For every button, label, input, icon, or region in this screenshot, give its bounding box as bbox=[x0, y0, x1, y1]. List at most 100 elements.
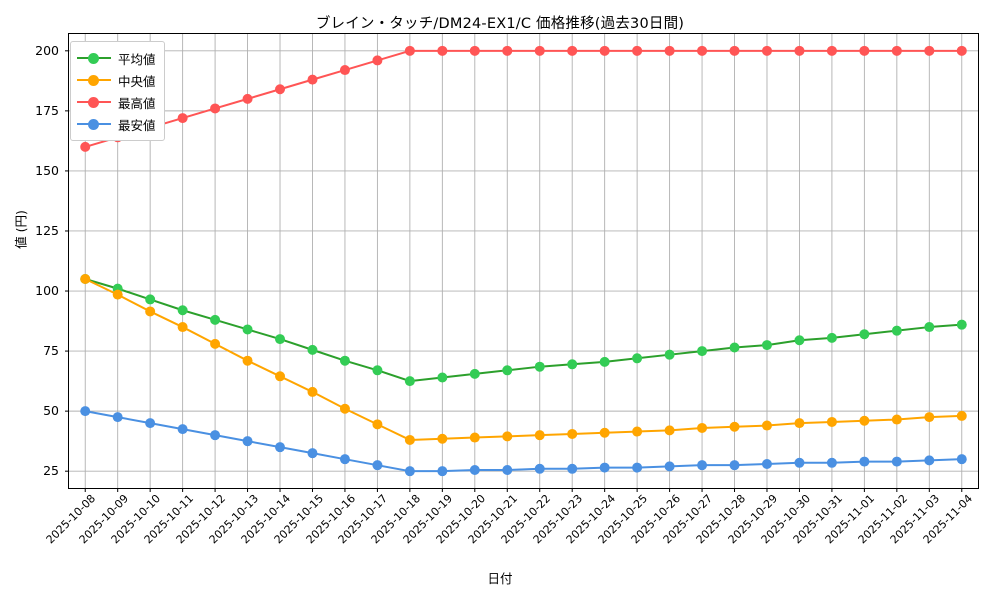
data-point-marker bbox=[664, 45, 675, 56]
gridlines bbox=[69, 34, 978, 488]
data-point-marker bbox=[112, 289, 123, 300]
y-tick-label: 175 bbox=[35, 102, 59, 118]
data-point-marker bbox=[956, 45, 967, 56]
legend-item[interactable]: 平均値 bbox=[77, 47, 156, 69]
data-point-marker bbox=[697, 45, 708, 56]
data-point-marker bbox=[729, 342, 740, 353]
data-point-marker bbox=[339, 454, 350, 465]
x-axis-label: 日付 bbox=[487, 571, 513, 586]
data-point-marker bbox=[275, 334, 286, 345]
data-point-marker bbox=[632, 353, 643, 364]
data-point-marker bbox=[177, 305, 188, 316]
data-point-marker bbox=[339, 403, 350, 414]
y-tick-label: 125 bbox=[35, 222, 59, 238]
data-point-marker bbox=[242, 436, 253, 447]
data-point-marker bbox=[339, 355, 350, 366]
data-point-marker bbox=[145, 418, 156, 429]
legend-label: 平均値 bbox=[118, 51, 156, 67]
data-point-marker bbox=[372, 419, 383, 430]
legend-item[interactable]: 中央値 bbox=[77, 69, 156, 91]
y-tick-label: 75 bbox=[43, 343, 59, 359]
data-point-marker bbox=[469, 432, 480, 443]
legend-item[interactable]: 最安値 bbox=[77, 113, 156, 135]
data-point-marker bbox=[307, 386, 318, 397]
data-point-marker bbox=[242, 93, 253, 104]
chart-legend: 平均値中央値最高値最安値 bbox=[70, 41, 165, 141]
data-point-marker bbox=[372, 365, 383, 376]
data-point-marker bbox=[404, 466, 415, 477]
y-tick-label: 25 bbox=[43, 463, 59, 479]
data-point-marker bbox=[372, 55, 383, 66]
data-point-marker bbox=[80, 141, 91, 152]
data-point-marker bbox=[956, 319, 967, 330]
data-point-marker bbox=[567, 463, 578, 474]
data-point-marker bbox=[145, 294, 156, 305]
data-point-marker bbox=[437, 466, 448, 477]
data-point-marker bbox=[924, 455, 935, 466]
data-point-marker bbox=[924, 322, 935, 333]
data-point-marker bbox=[567, 45, 578, 56]
data-point-marker bbox=[794, 45, 805, 56]
data-point-marker bbox=[80, 274, 91, 285]
data-point-marker bbox=[664, 349, 675, 360]
data-point-marker bbox=[826, 457, 837, 468]
data-point-marker bbox=[697, 346, 708, 357]
data-point-marker bbox=[534, 45, 545, 56]
data-point-marker bbox=[177, 424, 188, 435]
data-point-marker bbox=[339, 65, 350, 76]
data-point-marker bbox=[502, 464, 513, 475]
data-point-marker bbox=[80, 406, 91, 417]
data-point-marker bbox=[242, 355, 253, 366]
data-point-marker bbox=[404, 376, 415, 387]
data-point-marker bbox=[794, 335, 805, 346]
data-point-marker bbox=[859, 456, 870, 467]
data-point-marker bbox=[210, 338, 221, 349]
data-point-marker bbox=[891, 414, 902, 425]
data-point-marker bbox=[697, 422, 708, 433]
legend-label: 中央値 bbox=[118, 73, 156, 89]
data-point-marker bbox=[437, 372, 448, 383]
data-point-marker bbox=[275, 442, 286, 453]
series-line bbox=[84, 278, 963, 383]
data-point-marker bbox=[891, 45, 902, 56]
axis-ticks bbox=[65, 50, 963, 492]
data-point-marker bbox=[502, 45, 513, 56]
chart-title: ブレイン・タッチ/DM24-EX1/C 価格推移(過去30日間) bbox=[315, 16, 685, 32]
data-point-marker bbox=[729, 421, 740, 432]
data-point-marker bbox=[502, 431, 513, 442]
data-point-marker bbox=[664, 461, 675, 472]
data-point-marker bbox=[859, 329, 870, 340]
data-point-marker bbox=[859, 415, 870, 426]
data-point-marker bbox=[632, 45, 643, 56]
data-point-marker bbox=[177, 113, 188, 124]
data-point-marker bbox=[761, 340, 772, 351]
data-point-marker bbox=[534, 430, 545, 441]
data-point-marker bbox=[404, 45, 415, 56]
data-point-marker bbox=[534, 361, 545, 372]
data-point-marker bbox=[145, 306, 156, 317]
data-point-marker bbox=[924, 45, 935, 56]
series-line bbox=[84, 410, 963, 473]
data-point-marker bbox=[891, 456, 902, 467]
legend-item[interactable]: 最高値 bbox=[77, 91, 156, 113]
legend-swatch-icon bbox=[77, 117, 111, 131]
series-lines bbox=[80, 45, 967, 477]
data-point-marker bbox=[469, 45, 480, 56]
data-point-marker bbox=[826, 416, 837, 427]
data-point-marker bbox=[632, 426, 643, 437]
y-tick-label: 50 bbox=[43, 403, 59, 419]
y-tick-label: 100 bbox=[35, 283, 59, 299]
legend-swatch-icon bbox=[77, 95, 111, 109]
data-point-marker bbox=[891, 325, 902, 336]
data-point-marker bbox=[761, 45, 772, 56]
legend-swatch-icon bbox=[77, 51, 111, 65]
legend-swatch-icon bbox=[77, 73, 111, 87]
data-point-marker bbox=[437, 433, 448, 444]
series-line bbox=[84, 278, 963, 441]
data-point-marker bbox=[599, 427, 610, 438]
legend-label: 最高値 bbox=[118, 95, 156, 111]
data-point-marker bbox=[469, 368, 480, 379]
data-point-marker bbox=[502, 365, 513, 376]
legend-label: 最安値 bbox=[118, 117, 156, 133]
